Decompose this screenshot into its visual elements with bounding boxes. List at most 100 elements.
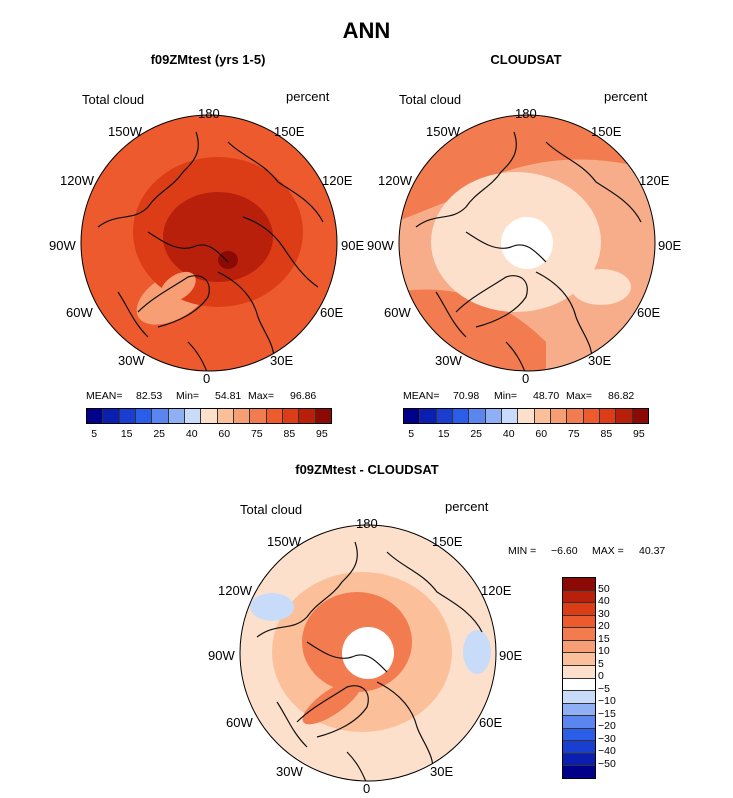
p3-colorbar-tick-label: −50 <box>598 757 616 770</box>
p1-colorbar-swatch <box>281 409 299 423</box>
p1-colorbar-swatch <box>151 409 168 423</box>
p3-colorbar-swatch <box>563 639 595 653</box>
p1-colorbar-swatch <box>118 409 135 423</box>
p1-colorbar-swatch <box>265 409 282 423</box>
p3-colorbar-swatch <box>563 589 595 603</box>
p1-mean-label: MEAN= <box>86 390 123 402</box>
p2-colorbar-tick-label: 75 <box>567 428 580 440</box>
panel3-title: f09ZMtest - CLOUDSAT <box>295 462 439 477</box>
p1-colorbar-tick-label: 95 <box>316 428 328 440</box>
p3-colorbar-tick-label: 15 <box>598 632 610 645</box>
p2-colorbar-tick-label: 25 <box>470 428 483 440</box>
p1-colorbar-swatch <box>87 409 103 423</box>
p3-colorbar <box>562 577 596 779</box>
p3-lon-150e: 150E <box>432 534 463 549</box>
p2-colorbar-swatch <box>500 409 518 423</box>
p3-colorbar-swatch <box>563 715 595 728</box>
p2-colorbar-swatch <box>404 409 420 423</box>
p2-colorbar <box>403 408 649 424</box>
p3-max-value: 40.37 <box>639 545 666 557</box>
p2-lon-60w: 60W <box>384 305 411 320</box>
p3-lon-60e: 60E <box>479 715 503 730</box>
p3-colorbar-tick-label: −10 <box>598 695 616 707</box>
p3-min-label: MIN = <box>508 545 537 557</box>
p3-lon-30e: 30E <box>430 764 454 779</box>
p3-colorbar-tick-label: 50 <box>598 582 610 595</box>
panel1-polar-map <box>80 114 338 372</box>
p2-colorbar-swatch <box>451 409 469 423</box>
p2-colorbar-swatch <box>582 409 599 423</box>
p1-colorbar-tick-label: 15 <box>120 428 133 440</box>
p1-field-low2 <box>160 271 196 303</box>
p1-colorbar-swatch <box>183 409 201 423</box>
p3-lon-120e: 120E <box>481 583 512 598</box>
p2-colorbar-swatch <box>435 409 452 423</box>
p3-colorbar-swatch <box>563 578 595 590</box>
main-title: ANN <box>342 18 391 43</box>
p2-max-value: 86.82 <box>608 390 635 402</box>
p2-field-light2 <box>571 269 631 305</box>
p1-lon-90e: 90E <box>341 238 365 253</box>
p2-colorbar-swatch <box>533 409 550 423</box>
p1-lon-180: 180 <box>198 106 220 121</box>
p3-colorbar-swatch <box>563 652 595 665</box>
p1-max-label: Max= <box>248 390 274 402</box>
p2-min-value: 48.70 <box>533 390 560 402</box>
p2-colorbar-tick-label: 95 <box>633 428 645 440</box>
p3-field-neg2 <box>463 630 491 674</box>
p3-lon-120w: 120W <box>218 583 252 598</box>
p3-colorbar-tick-label: 5 <box>598 657 604 670</box>
p1-colorbar-swatch <box>167 409 184 423</box>
p3-colorbar-tick-label: −30 <box>598 732 616 745</box>
p3-colorbar-swatch <box>563 702 595 716</box>
p3-colorbar-tick-label: 30 <box>598 607 610 620</box>
p2-coastlines <box>415 131 642 371</box>
p2-colorbar-tick-label: 60 <box>535 428 548 440</box>
p1-colorbar-swatch <box>216 409 233 423</box>
p2-colorbar-tick-label: 40 <box>502 428 515 440</box>
p2-lon-30e: 30E <box>588 353 612 368</box>
p2-colorbar-ticks: 5 15 25 40 60 75 85 95 <box>403 428 647 442</box>
p2-max-label: Max= <box>566 390 592 402</box>
p2-colorbar-swatch <box>598 409 616 423</box>
p2-colorbar-swatch <box>615 409 632 423</box>
p1-lon-90w: 90W <box>49 238 76 253</box>
p1-colorbar-tick-label: 60 <box>218 428 231 440</box>
p1-lon-150e: 150E <box>274 124 305 139</box>
p3-lon-150w: 150W <box>267 534 301 549</box>
p1-colorbar-swatch <box>249 409 266 423</box>
p3-colorbar-swatch <box>563 740 595 753</box>
p2-colorbar-tick-label: 5 <box>408 428 415 440</box>
p1-colorbar-tick-label: 5 <box>91 428 98 440</box>
p2-lon-0: 0 <box>522 371 530 386</box>
panel2-polar-map <box>398 114 656 372</box>
p1-colorbar-swatch <box>102 409 119 423</box>
p1-colorbar <box>86 408 332 424</box>
p2-colorbar-tick-label: 15 <box>437 428 450 440</box>
p3-lon-90e: 90E <box>499 648 523 663</box>
p3-colorbar-tick-label: −5 <box>598 682 610 695</box>
p1-colorbar-tick-label: 40 <box>185 428 198 440</box>
p1-lon-120w: 120W <box>60 173 94 188</box>
p1-colorbar-tick-label: 75 <box>250 428 263 440</box>
p3-colorbar-tick-label: 10 <box>598 645 610 657</box>
p2-min-label: Min= <box>494 390 518 402</box>
p2-lon-150w: 150W <box>426 124 460 139</box>
p1-lon-0: 0 <box>203 371 211 386</box>
p2-mean-label: MEAN= <box>403 390 440 402</box>
p2-lon-90w: 90W <box>367 238 394 253</box>
p3-colorbar-tick-label: 0 <box>598 670 604 682</box>
p3-lon-180: 180 <box>356 516 378 531</box>
p2-colorbar-swatch <box>419 409 436 423</box>
p1-lon-30w: 30W <box>118 353 145 368</box>
p1-map-border <box>80 114 338 372</box>
p3-lon-60w: 60W <box>226 715 253 730</box>
p3-coastlines <box>256 541 483 781</box>
panel3-variable-label: Total cloud <box>240 502 303 517</box>
p2-lon-120w: 120W <box>378 173 412 188</box>
p2-field-band <box>399 115 655 222</box>
p2-colorbar-tick-label: 85 <box>600 428 613 440</box>
p3-min-value: −6.60 <box>551 545 578 557</box>
p2-lon-150e: 150E <box>591 124 622 139</box>
p3-colorbar-swatch <box>563 627 595 640</box>
